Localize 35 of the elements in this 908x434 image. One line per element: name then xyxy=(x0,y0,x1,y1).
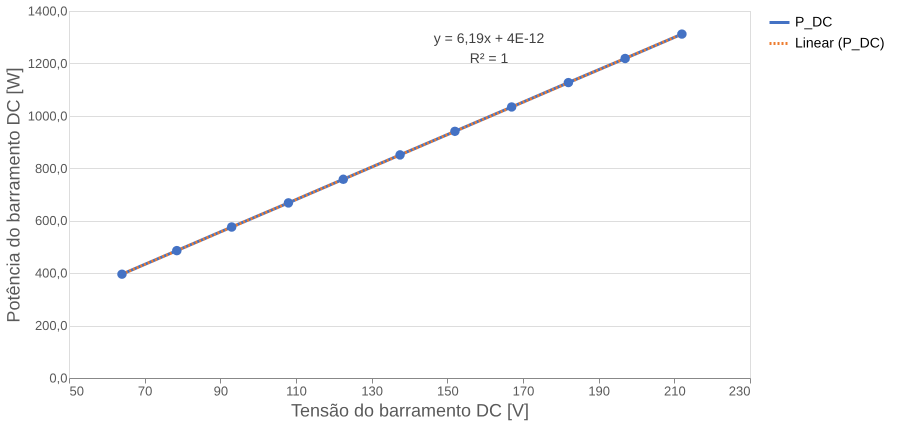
y-tick-label: 400,0 xyxy=(34,266,68,281)
legend-label: Linear (P_DC) xyxy=(795,34,884,50)
x-tick-label: 150 xyxy=(436,384,459,398)
point xyxy=(395,150,405,160)
point xyxy=(284,198,294,208)
point xyxy=(506,102,516,112)
point xyxy=(564,78,574,88)
x-tick-label: 130 xyxy=(361,384,384,398)
y-tick-label: 1000,0 xyxy=(28,108,68,124)
x-tick-label: 230 xyxy=(728,384,750,398)
x-tick-label: 50 xyxy=(70,384,84,398)
x-tick-label: 170 xyxy=(512,384,534,398)
point xyxy=(450,126,460,136)
point xyxy=(117,269,127,279)
x-tick-label: 70 xyxy=(138,384,152,398)
legend-label: P_DC xyxy=(795,14,832,30)
y-axis-title: Potência do barramento DC [W] xyxy=(4,67,24,323)
y-tick-label: 200,0 xyxy=(34,318,68,334)
x-tick-label: 110 xyxy=(286,384,307,398)
y-tick-label: 800,0 xyxy=(34,160,68,176)
y-tick-label: 1200,0 xyxy=(28,56,68,71)
point xyxy=(338,174,348,184)
x-tick-label: 190 xyxy=(588,384,610,398)
point xyxy=(172,246,182,256)
annotation: R² = 1 xyxy=(470,50,508,66)
point xyxy=(226,222,236,232)
y-tick-label: 0,0 xyxy=(49,370,68,386)
y-tick-label: 600,0 xyxy=(34,213,68,228)
x-axis-title: Tensão do barramento DC [V] xyxy=(290,400,530,420)
annotation: y = 6,19x + 4E-12 xyxy=(434,30,544,46)
x-tick-label: 210 xyxy=(664,384,686,398)
point xyxy=(620,54,630,64)
y-tick-label: 1400,0 xyxy=(28,4,68,18)
point xyxy=(677,29,687,39)
x-tick-label: 90 xyxy=(214,384,228,398)
